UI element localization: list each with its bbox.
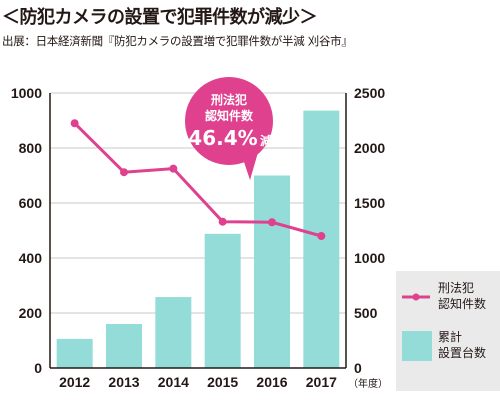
legend-label: 設置台数 [438,345,486,360]
callout-line2: 認知件数 [205,108,254,123]
x-tick-label: 2014 [158,374,189,390]
legend-label: 刑法犯 [438,281,474,295]
bar [155,297,192,368]
axes [49,93,347,369]
bar [106,324,142,368]
source-note: 出展：日本経済新聞『防犯カメラの設置増で犯罪件数が半減 刈谷市』 [2,34,353,48]
x-tick-label: 2013 [108,374,139,390]
callout-circle [185,77,273,165]
y-left-tick-label: 800 [19,140,43,156]
y-left-tick-label: 400 [19,250,43,266]
y-right-tick-label: 1000 [354,250,385,266]
chart-title: ＜防犯カメラの設置で犯罪件数が減少＞ [2,7,318,28]
x-tick-label: 2012 [59,374,90,390]
bar [56,338,93,368]
y-left-tick-label: 600 [19,195,43,211]
x-tick-label: 2017 [306,374,337,390]
callout-line1: 刑法犯 [211,92,247,107]
bar [204,233,241,368]
tick-labels: 0 200 400 600 800 1000 0 500 1000 1500 2000 2500 201… [11,85,388,390]
line-point [169,164,178,173]
callout-suffix: 減 [260,133,272,148]
legend-line-marker [412,293,420,301]
line-point [120,168,128,177]
x-tick-label: 2015 [207,374,238,390]
series-line [73,122,322,238]
line-series [70,119,326,240]
y-left-tick-label: 200 [19,305,43,321]
y-left-tick-label: 1000 [11,85,42,101]
x-tick-label: 2016 [256,374,287,390]
legend-label: 認知件数 [438,296,486,311]
y-right-tick-label: 2500 [354,85,385,101]
y-right-tick-label: 2000 [354,140,385,156]
y-right-tick-label: 1500 [354,195,385,211]
y-right-tick-label: 0 [354,360,362,376]
line-point [317,232,326,240]
line-point [70,119,79,128]
x-unit-label: （年度） [348,377,388,390]
y-left-tick-label: 0 [34,360,42,376]
line-point [268,218,276,227]
callout-value: 46.4% [188,126,257,150]
legend-label: 累計 [438,329,462,344]
bar [254,175,290,368]
bar-series [56,110,340,368]
legend-bar-swatch [402,331,432,361]
y-right-tick-label: 500 [354,305,378,321]
line-point [218,217,227,226]
